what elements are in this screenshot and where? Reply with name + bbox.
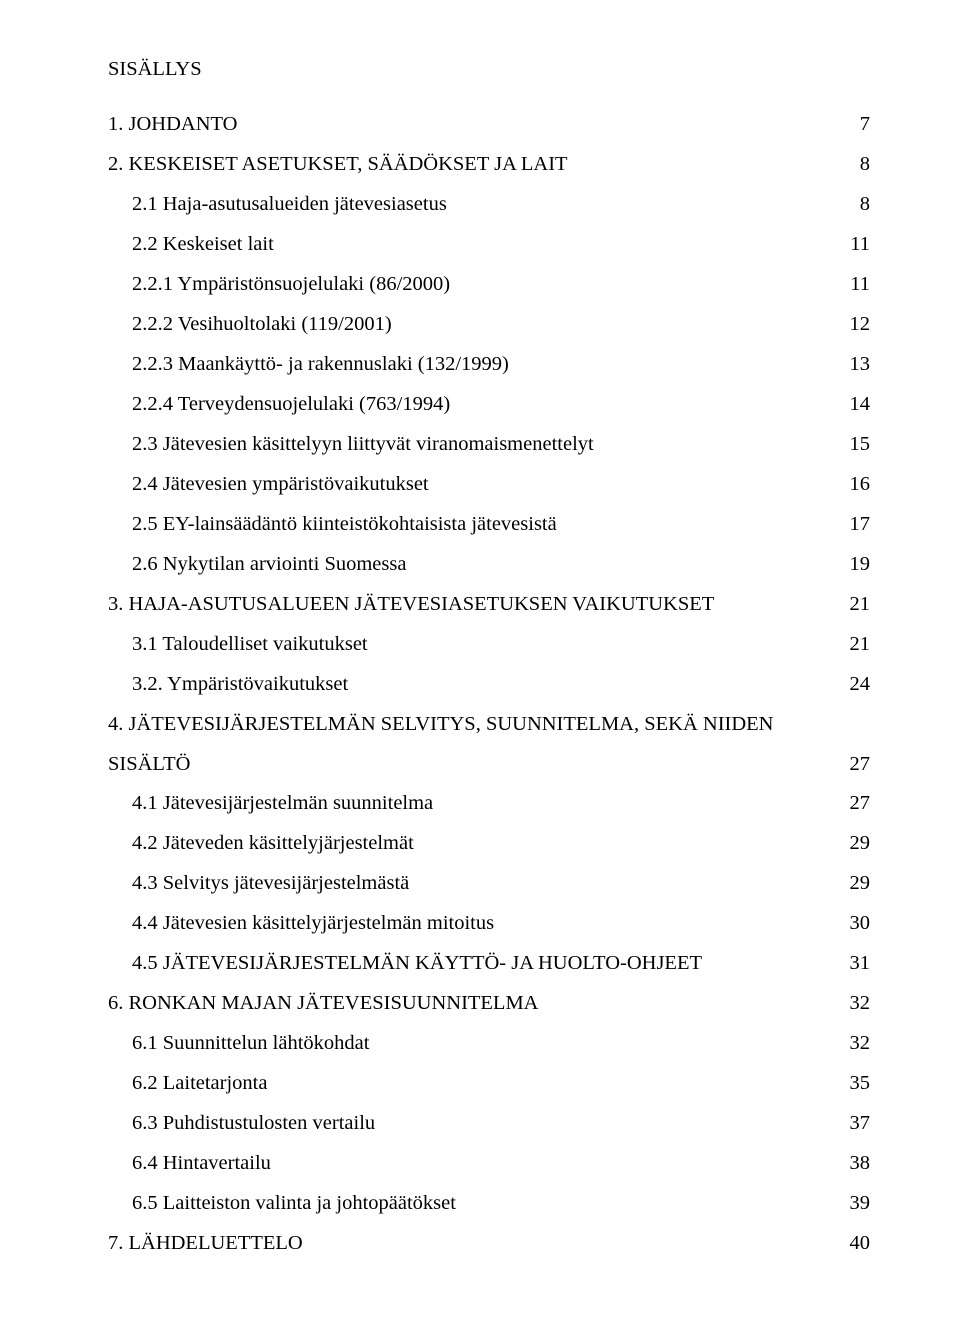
toc-entry: 2.6 Nykytilan arviointi Suomessa 19 bbox=[108, 545, 870, 585]
toc-entry-page: 19 bbox=[850, 545, 871, 585]
toc-entry-text: 4.5 JÄTEVESIJÄRJESTELMÄN KÄYTTÖ- JA HUOL… bbox=[132, 944, 702, 984]
toc-entry-page: 13 bbox=[850, 345, 871, 385]
toc-entry-page: 21 bbox=[850, 585, 871, 625]
toc-entry-text: 2.2.1 Ympäristönsuojelulaki (86/2000) bbox=[132, 265, 450, 305]
toc-entry-text: 4.3 Selvitys jätevesijärjestelmästä bbox=[132, 864, 409, 904]
toc-entry-page: 39 bbox=[850, 1184, 871, 1224]
toc-entry-text: 2.6 Nykytilan arviointi Suomessa bbox=[132, 545, 406, 585]
toc-entry: 2.2.2 Vesihuoltolaki (119/2001) 12 bbox=[108, 305, 870, 345]
toc-entry-page: 35 bbox=[850, 1064, 871, 1104]
toc-entry-text: 2.2 Keskeiset lait bbox=[132, 225, 274, 265]
toc-entry-page: 31 bbox=[850, 944, 871, 984]
toc-entry-text: 6. RONKAN MAJAN JÄTEVESISUUNNITELMA bbox=[108, 984, 539, 1024]
toc-entry: 6.3 Puhdistustulosten vertailu 37 bbox=[108, 1104, 870, 1144]
toc-entry-page: 29 bbox=[850, 864, 871, 904]
toc-entry-page: 32 bbox=[850, 1024, 871, 1064]
toc-entry: 4.4 Jätevesien käsittelyjärjestelmän mit… bbox=[108, 904, 870, 944]
toc-entry-page: 8 bbox=[860, 185, 870, 225]
toc-entry-page: 12 bbox=[850, 305, 871, 345]
toc-entry-text: 6.5 Laitteiston valinta ja johtopäätökse… bbox=[132, 1184, 456, 1224]
toc-entry-text: 2.3 Jätevesien käsittelyyn liittyvät vir… bbox=[132, 425, 594, 465]
toc-entry: 2.5 EY-lainsäädäntö kiinteistökohtaisist… bbox=[108, 505, 870, 545]
toc-entry: 2.1 Haja-asutusalueiden jätevesiasetus 8 bbox=[108, 185, 870, 225]
toc-entry-page: 30 bbox=[850, 904, 871, 944]
toc-entry-text: SISÄLTÖ bbox=[108, 745, 190, 785]
toc-entry-text: 3. HAJA-ASUTUSALUEEN JÄTEVESIASETUKSEN V… bbox=[108, 585, 714, 625]
toc-entry-text: 1. JOHDANTO bbox=[108, 105, 237, 145]
toc-entry-text: 2.5 EY-lainsäädäntö kiinteistökohtaisist… bbox=[132, 505, 557, 545]
toc-entry: 1. JOHDANTO 7 bbox=[108, 105, 870, 145]
toc-entry-page: 29 bbox=[850, 824, 871, 864]
toc-entry: 4.2 Jäteveden käsittelyjärjestelmät 29 bbox=[108, 824, 870, 864]
toc-entry-page: 24 bbox=[850, 665, 871, 705]
toc-entry-text: 4.1 Jätevesijärjestelmän suunnitelma bbox=[132, 784, 433, 824]
toc-entry-page: 37 bbox=[850, 1104, 871, 1144]
toc-entry-text: 2.1 Haja-asutusalueiden jätevesiasetus bbox=[132, 185, 447, 225]
toc-entry-page: 21 bbox=[850, 625, 871, 665]
toc-entry-page: 14 bbox=[850, 385, 871, 425]
toc-entry-page: 8 bbox=[860, 145, 870, 185]
toc-entry: 7. LÄHDELUETTELO 40 bbox=[108, 1224, 870, 1264]
toc-entry-page: 38 bbox=[850, 1144, 871, 1184]
toc-entry-text: 4.2 Jäteveden käsittelyjärjestelmät bbox=[132, 824, 414, 864]
toc-list: 1. JOHDANTO 7 2. KESKEISET ASETUKSET, SÄÄD… bbox=[108, 105, 870, 1264]
toc-entry-text: 7. LÄHDELUETTELO bbox=[108, 1224, 303, 1264]
toc-entry-text: 2.2.4 Terveydensuojelulaki (763/1994) bbox=[132, 385, 450, 425]
toc-entry-page: 11 bbox=[850, 225, 870, 265]
toc-entry-page: 17 bbox=[850, 505, 871, 545]
toc-entry-page: 11 bbox=[850, 265, 870, 305]
toc-entry-text: 3.2. Ympäristövaikutukset bbox=[132, 665, 348, 705]
toc-entry: 4.3 Selvitys jätevesijärjestelmästä 29 bbox=[108, 864, 870, 904]
toc-entry-page: 7 bbox=[860, 105, 870, 145]
toc-entry-text: 6.3 Puhdistustulosten vertailu bbox=[132, 1104, 375, 1144]
toc-entry: 6.4 Hintavertailu 38 bbox=[108, 1144, 870, 1184]
toc-entry: 2. KESKEISET ASETUKSET, SÄÄDÖKSET JA LAI… bbox=[108, 145, 870, 185]
toc-entry: 2.2 Keskeiset lait 11 bbox=[108, 225, 870, 265]
toc-entry: 6.2 Laitetarjonta 35 bbox=[108, 1064, 870, 1104]
toc-entry-page: 32 bbox=[850, 984, 871, 1024]
toc-entry-text: 2.2.3 Maankäyttö- ja rakennuslaki (132/1… bbox=[132, 345, 509, 385]
toc-entry-text: 4.4 Jätevesien käsittelyjärjestelmän mit… bbox=[132, 904, 494, 944]
toc-entry: 4.5 JÄTEVESIJÄRJESTELMÄN KÄYTTÖ- JA HUOL… bbox=[108, 944, 870, 984]
toc-entry-text: 4. JÄTEVESIJÄRJESTELMÄN SELVITYS, SUUNNI… bbox=[108, 705, 773, 745]
toc-entry-text: 2. KESKEISET ASETUKSET, SÄÄDÖKSET JA LAI… bbox=[108, 145, 568, 185]
toc-entry: 2.4 Jätevesien ympäristövaikutukset 16 bbox=[108, 465, 870, 505]
toc-entry-text: 3.1 Taloudelliset vaikutukset bbox=[132, 625, 368, 665]
toc-entry: 3. HAJA-ASUTUSALUEEN JÄTEVESIASETUKSEN V… bbox=[108, 585, 870, 625]
document-page: SISÄLLYS 1. JOHDANTO 7 2. KESKEISET ASETUK… bbox=[0, 0, 960, 1322]
toc-title: SISÄLLYS bbox=[108, 58, 870, 81]
toc-entry-page: 27 bbox=[850, 784, 871, 824]
toc-entry: 6.1 Suunnittelun lähtökohdat 32 bbox=[108, 1024, 870, 1064]
toc-entry: 6. RONKAN MAJAN JÄTEVESISUUNNITELMA 32 bbox=[108, 984, 870, 1024]
toc-entry: 6.5 Laitteiston valinta ja johtopäätökse… bbox=[108, 1184, 870, 1224]
toc-entry: 2.2.3 Maankäyttö- ja rakennuslaki (132/1… bbox=[108, 345, 870, 385]
toc-entry: 2.3 Jätevesien käsittelyyn liittyvät vir… bbox=[108, 425, 870, 465]
toc-entry: 2.2.1 Ympäristönsuojelulaki (86/2000) 11 bbox=[108, 265, 870, 305]
toc-entry: 3.2. Ympäristövaikutukset 24 bbox=[108, 665, 870, 705]
toc-entry: 4. JÄTEVESIJÄRJESTELMÄN SELVITYS, SUUNNI… bbox=[108, 705, 870, 785]
toc-entry: 4.1 Jätevesijärjestelmän suunnitelma 27 bbox=[108, 784, 870, 824]
toc-entry: 2.2.4 Terveydensuojelulaki (763/1994) 14 bbox=[108, 385, 870, 425]
toc-entry-text: 2.4 Jätevesien ympäristövaikutukset bbox=[132, 465, 429, 505]
toc-entry-page: 40 bbox=[850, 1224, 871, 1264]
toc-entry-page: 15 bbox=[850, 425, 871, 465]
toc-entry-page: 16 bbox=[850, 465, 871, 505]
toc-entry-text: 6.4 Hintavertailu bbox=[132, 1144, 271, 1184]
toc-entry-text: 6.2 Laitetarjonta bbox=[132, 1064, 267, 1104]
toc-entry-page: 27 bbox=[850, 745, 871, 785]
toc-entry-text: 6.1 Suunnittelun lähtökohdat bbox=[132, 1024, 369, 1064]
toc-entry: 3.1 Taloudelliset vaikutukset 21 bbox=[108, 625, 870, 665]
toc-entry-text: 2.2.2 Vesihuoltolaki (119/2001) bbox=[132, 305, 392, 345]
